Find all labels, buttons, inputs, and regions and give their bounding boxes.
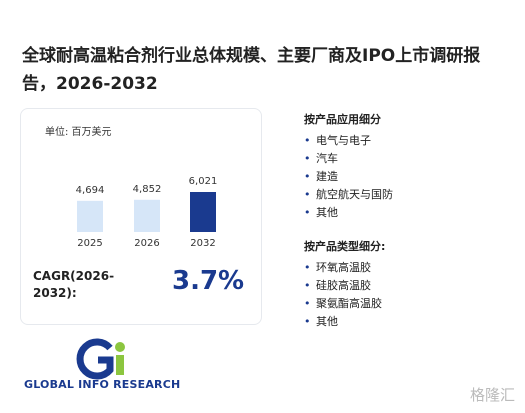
list: 电气与电子汽车建造航空航天与国防其他 bbox=[304, 132, 393, 222]
logo-dot bbox=[115, 342, 125, 352]
list-item: 建造 bbox=[304, 168, 393, 186]
chart: 4,694 2025 4,852 2026 6,021 2032 bbox=[76, 176, 218, 249]
value-label: 4,852 bbox=[133, 184, 162, 195]
logo-mark bbox=[76, 338, 125, 380]
list-item: 电气与电子 bbox=[304, 132, 393, 150]
bar bbox=[190, 192, 216, 232]
section-heading: 按产品类型细分: bbox=[304, 240, 386, 253]
chart-card bbox=[20, 108, 262, 325]
x-tick-label: 2026 bbox=[134, 238, 159, 249]
x-tick-label: 2032 bbox=[190, 238, 215, 249]
cagr-label: CAGR(2026-2032): bbox=[33, 269, 115, 300]
report-title: 全球耐高温粘合剂行业总体规模、主要厂商及IPO上市调研报告，2026-2032 bbox=[22, 46, 481, 94]
list: 环氧高温胶硅胶高温胶聚氨酯高温胶其他 bbox=[304, 259, 382, 331]
list-item: 航空航天与国防 bbox=[304, 186, 393, 204]
bar bbox=[134, 199, 160, 232]
logo-g bbox=[76, 338, 114, 380]
x-tick-label: 2025 bbox=[77, 238, 102, 249]
list-item: 聚氨酯高温胶 bbox=[304, 295, 382, 313]
cagr-value: 3.7% bbox=[172, 266, 245, 296]
bar bbox=[77, 200, 103, 232]
value-label: 6,021 bbox=[189, 176, 218, 187]
list-item: 其他 bbox=[304, 204, 393, 222]
logo-text: GLOBAL INFO RESEARCH bbox=[24, 378, 181, 391]
list-item: 汽车 bbox=[304, 150, 393, 168]
list-item: 环氧高温胶 bbox=[304, 259, 382, 277]
logo-i bbox=[116, 355, 124, 375]
unit-label: 单位: 百万美元 bbox=[45, 127, 112, 138]
list-item: 硅胶高温胶 bbox=[304, 277, 382, 295]
watermark: 格隆汇 bbox=[470, 386, 516, 404]
value-label: 4,694 bbox=[76, 185, 105, 196]
section-heading: 按产品应用细分 bbox=[304, 113, 381, 126]
list-item: 其他 bbox=[304, 313, 382, 331]
